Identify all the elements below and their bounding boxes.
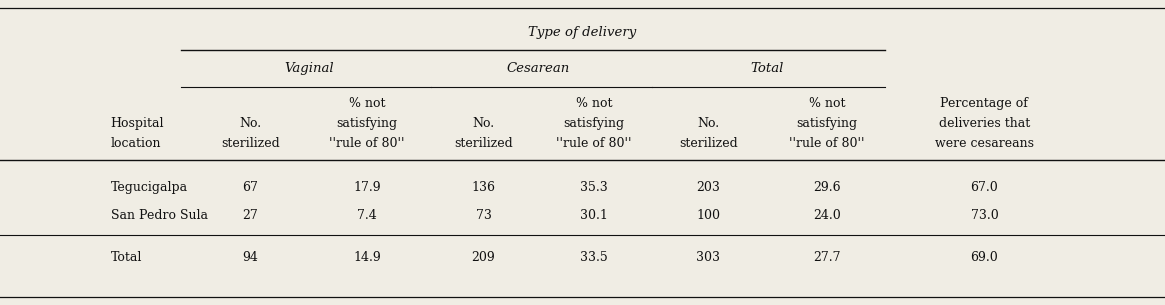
Text: No.: No. [473, 117, 494, 130]
Text: 209: 209 [472, 251, 495, 264]
Text: Hospital: Hospital [111, 117, 164, 130]
Text: 73: 73 [475, 209, 492, 221]
Text: 136: 136 [472, 181, 495, 194]
Text: satisfying: satisfying [564, 117, 624, 130]
Text: 203: 203 [697, 181, 720, 194]
Text: 29.6: 29.6 [813, 181, 841, 194]
Text: 7.4: 7.4 [358, 209, 376, 221]
Text: No.: No. [698, 117, 719, 130]
Text: 94: 94 [242, 251, 259, 264]
Text: No.: No. [240, 117, 261, 130]
Text: 67.0: 67.0 [970, 181, 998, 194]
Text: 27.7: 27.7 [813, 251, 841, 264]
Text: Cesarean: Cesarean [507, 62, 570, 75]
Text: Tegucigalpa: Tegucigalpa [111, 181, 188, 194]
Text: Total: Total [750, 62, 783, 75]
Text: % not: % not [809, 97, 846, 110]
Text: 27: 27 [242, 209, 259, 221]
Text: 303: 303 [697, 251, 720, 264]
Text: 33.5: 33.5 [580, 251, 608, 264]
Text: Total: Total [111, 251, 142, 264]
Text: 73.0: 73.0 [970, 209, 998, 221]
Text: sterilized: sterilized [454, 137, 513, 150]
Text: ''rule of 80'': ''rule of 80'' [330, 137, 404, 150]
Text: 100: 100 [697, 209, 720, 221]
Text: sterilized: sterilized [679, 137, 737, 150]
Text: were cesareans: were cesareans [935, 137, 1033, 150]
Text: % not: % not [576, 97, 613, 110]
Text: Type of delivery: Type of delivery [529, 26, 636, 38]
Text: ''rule of 80'': ''rule of 80'' [790, 137, 864, 150]
Text: San Pedro Sula: San Pedro Sula [111, 209, 207, 221]
Text: 14.9: 14.9 [353, 251, 381, 264]
Text: % not: % not [348, 97, 386, 110]
Text: Vaginal: Vaginal [284, 62, 333, 75]
Text: satisfying: satisfying [797, 117, 857, 130]
Text: location: location [111, 137, 161, 150]
Text: ''rule of 80'': ''rule of 80'' [557, 137, 631, 150]
Text: 67: 67 [242, 181, 259, 194]
Text: Percentage of: Percentage of [940, 97, 1029, 110]
Text: satisfying: satisfying [337, 117, 397, 130]
Text: 24.0: 24.0 [813, 209, 841, 221]
Text: 69.0: 69.0 [970, 251, 998, 264]
Text: deliveries that: deliveries that [939, 117, 1030, 130]
Text: sterilized: sterilized [221, 137, 280, 150]
Text: 30.1: 30.1 [580, 209, 608, 221]
Text: 35.3: 35.3 [580, 181, 608, 194]
Text: 17.9: 17.9 [353, 181, 381, 194]
